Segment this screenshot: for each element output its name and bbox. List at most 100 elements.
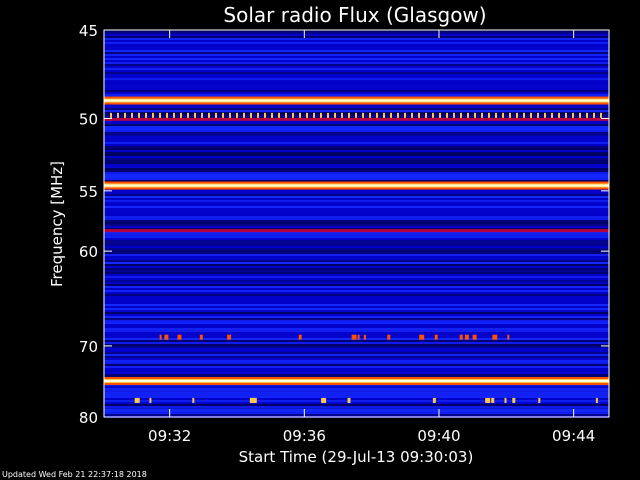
spectrogram-row [104, 172, 609, 174]
spectrogram-row [104, 82, 609, 84]
spectrogram-row [104, 136, 609, 138]
spectrogram-row [104, 218, 609, 220]
spectrogram-row [104, 48, 609, 50]
spectrogram-row [104, 260, 609, 262]
spectrogram-row [104, 330, 609, 332]
spectrogram-row [104, 394, 609, 396]
spectrogram-row [104, 358, 609, 360]
spectrogram-row [104, 162, 609, 164]
spectrogram-row [104, 144, 609, 146]
pulse-mark [369, 112, 371, 118]
spectrogram-row [104, 190, 609, 192]
pulse-mark [201, 112, 203, 118]
spectrogram-row [104, 66, 609, 68]
spectrogram-row [104, 58, 609, 60]
spectrogram-row [104, 168, 609, 170]
spectrogram-row [104, 248, 609, 250]
spectrogram-row [104, 262, 609, 264]
spectrogram-row [104, 320, 609, 322]
x-axis-ticks: 09:32 09:36 09:40 09:44 [148, 30, 595, 445]
spectrogram-row [104, 226, 609, 228]
spectrogram-row [104, 282, 609, 284]
pulse-mark [460, 112, 462, 118]
pulse-mark [131, 112, 133, 118]
spectrogram-row [104, 70, 609, 72]
spectrogram-row [104, 362, 609, 364]
spectrogram-row [104, 160, 609, 162]
pulse-mark [474, 112, 476, 118]
burst-blip [432, 397, 436, 403]
burst-blip [347, 397, 351, 403]
pulse-mark [271, 112, 273, 118]
spectrogram-row [104, 208, 609, 210]
y-tick-label: 55 [79, 183, 98, 201]
pulse-mark [397, 112, 399, 118]
spectrogram-row [104, 284, 609, 286]
pulse-mark [558, 112, 560, 118]
spectrogram-row [104, 110, 609, 112]
burst-blip [298, 334, 302, 340]
spectrogram-row [104, 198, 609, 200]
spectrogram-row [104, 104, 609, 106]
spectrogram-row [104, 38, 609, 40]
spectrogram-row [104, 298, 609, 300]
burst-blip [149, 397, 152, 403]
burst-blip [321, 397, 327, 403]
spectrogram-row [104, 374, 609, 376]
spectrogram-row [104, 36, 609, 38]
spectrogram-row [104, 88, 609, 90]
spectrogram-row [104, 32, 609, 34]
spectrogram-row [104, 54, 609, 56]
spectrogram-row [104, 316, 609, 318]
spectrogram-row [104, 62, 609, 64]
spectrogram-row [104, 192, 609, 194]
pulse-mark [208, 112, 210, 118]
spectrogram-row [104, 142, 609, 144]
spectrogram-row [104, 120, 609, 122]
spectrogram-row [104, 296, 609, 298]
spectrogram-row [104, 60, 609, 62]
pulse-mark [593, 112, 595, 118]
spectrogram-row [104, 150, 609, 152]
pulse-mark [425, 112, 427, 118]
burst-blip [363, 334, 366, 340]
y-tick-label: 45 [79, 22, 98, 40]
spectrogram-row [104, 292, 609, 294]
spectrogram-row [104, 176, 609, 178]
spectrogram-row [104, 314, 609, 316]
pulse-mark [348, 112, 350, 118]
y-axis-label: Frequency [MHz] [48, 161, 66, 287]
spectrogram-row [104, 250, 609, 252]
spectrogram-row [104, 278, 609, 280]
pulse-mark [285, 112, 287, 118]
pulse-mark [327, 112, 329, 118]
spectrogram-row [104, 170, 609, 172]
burst-blip [464, 334, 469, 340]
spectrogram-row [104, 234, 609, 236]
pulse-mark [495, 112, 497, 118]
spectrogram-row [104, 204, 609, 206]
pulse-mark [243, 112, 245, 118]
spectrogram-row [104, 46, 609, 48]
burst-blip [595, 397, 598, 403]
pulse-mark [509, 112, 511, 118]
spectrogram-row [104, 92, 609, 94]
spectrogram-row [104, 232, 609, 234]
spectrogram-row [104, 390, 609, 392]
spectrogram-row [104, 214, 609, 216]
spectrogram-row [104, 368, 609, 370]
spectrogram-row [104, 302, 609, 304]
spectrogram-row [104, 76, 609, 78]
spectrogram-row [104, 404, 609, 406]
spectrogram-row [104, 122, 609, 124]
spectrogram-row [104, 310, 609, 312]
spectrogram-row [104, 306, 609, 308]
x-axis-label: Start Time (29-Jul-13 09:30:03) [239, 448, 474, 466]
spectrogram-row [104, 328, 609, 330]
pulse-mark [313, 112, 315, 118]
pulse-mark [432, 112, 434, 118]
pulse-mark [467, 112, 469, 118]
spectrogram-row [104, 402, 609, 404]
spectrogram-row [104, 400, 609, 402]
burst-blip [164, 334, 167, 340]
